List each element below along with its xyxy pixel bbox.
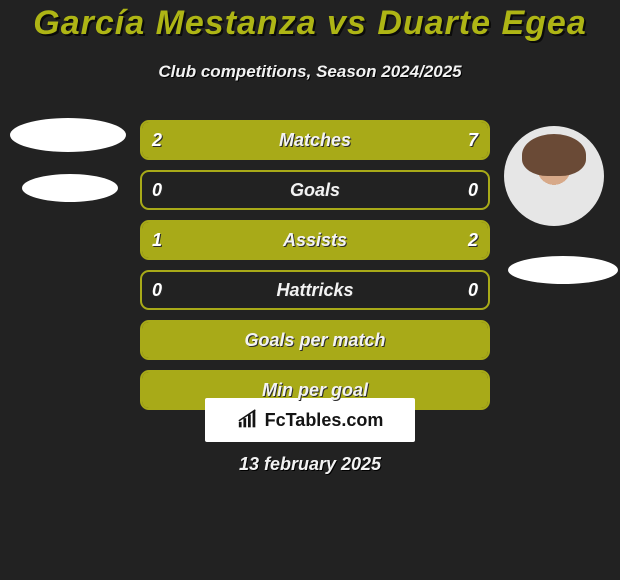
bars-icon — [237, 409, 259, 431]
brand-text: FcTables.com — [265, 410, 384, 431]
stat-label: Matches — [142, 122, 488, 158]
stat-label: Hattricks — [142, 272, 488, 308]
stat-row: Min per goal — [140, 370, 490, 410]
stat-row: Goals per match — [140, 320, 490, 360]
page-title: García Mestanza vs Duarte Egea — [0, 4, 620, 43]
stat-label: Goals — [142, 172, 488, 208]
stat-row: 00Goals — [140, 170, 490, 210]
stat-row: 27Matches — [140, 120, 490, 160]
stat-row: 12Assists — [140, 220, 490, 260]
stat-label: Assists — [142, 222, 488, 258]
stat-label: Min per goal — [142, 372, 488, 408]
comparison-bars: 27Matches 00Goals 12Assists 00Hattricks Goal… — [140, 120, 490, 420]
page-subtitle: Club competitions, Season 2024/2025 — [0, 62, 620, 82]
player-right-avatar-base — [508, 256, 618, 284]
player-left-avatar-shape-2 — [22, 174, 118, 202]
player-right-avatar — [504, 126, 604, 226]
page-date: 13 february 2025 — [0, 454, 620, 475]
stat-label: Goals per match — [142, 322, 488, 358]
stat-row: 00Hattricks — [140, 270, 490, 310]
player-left-avatar-shape-1 — [10, 118, 126, 152]
